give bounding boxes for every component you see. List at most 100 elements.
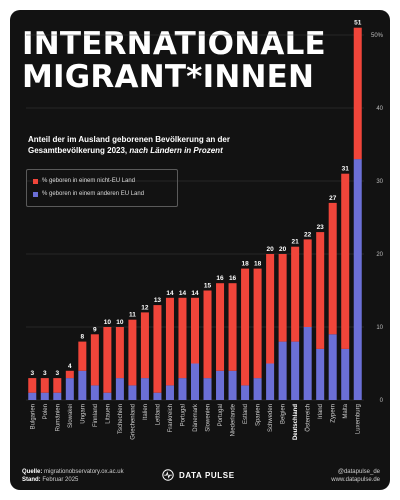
bar-non-eu-9 xyxy=(140,312,149,379)
bar-eu-10 xyxy=(153,392,162,400)
category-label-9: Italien xyxy=(143,404,149,420)
bar-total-label-1: 3 xyxy=(43,370,47,377)
category-label-1: Polen xyxy=(43,404,49,419)
bar-total-label-5: 9 xyxy=(93,326,97,333)
category-label-2: Rumänien xyxy=(55,404,61,431)
y-tick-label-0: 0 xyxy=(380,398,384,404)
category-label-24: Zypern xyxy=(331,404,337,423)
category-label-17: Estland xyxy=(243,404,249,424)
social-handle: @datapulse_de xyxy=(337,469,380,475)
legend-item-non-eu: % geboren in einem nicht-EU Land xyxy=(33,176,135,186)
bar-non-eu-16 xyxy=(228,283,237,371)
bar-total-label-12: 14 xyxy=(179,290,187,297)
bar-non-eu-11 xyxy=(165,297,174,386)
bar-total-label-21: 21 xyxy=(292,239,300,246)
legend: % geboren in einem nicht-EU Land % gebor… xyxy=(26,169,178,207)
subtitle-italic: nach Ländern in Prozent xyxy=(129,146,223,155)
bar-eu-19 xyxy=(266,363,275,400)
social-block: @datapulse_de www.datapulse.de xyxy=(331,468,380,484)
bar-total-label-6: 10 xyxy=(104,319,112,326)
bar-eu-1 xyxy=(40,392,49,400)
bar-eu-5 xyxy=(90,385,99,400)
page-title: INTERNATIONALE MIGRANT*INNEN xyxy=(22,28,326,94)
category-label-23: Irland xyxy=(318,404,324,419)
category-label-15: Portugal xyxy=(218,404,224,426)
bar-non-eu-4 xyxy=(78,341,87,371)
legend-item-eu: % geboren in einem anderen EU Land xyxy=(33,189,144,199)
bar-total-label-11: 14 xyxy=(166,290,174,297)
website-link[interactable]: www.datapulse.de xyxy=(331,477,380,483)
bar-eu-14 xyxy=(203,378,212,400)
bar-non-eu-7 xyxy=(115,327,124,379)
y-tick-label-50: 50% xyxy=(371,33,384,39)
bar-total-label-13: 14 xyxy=(191,290,199,297)
category-label-20: Belgien xyxy=(281,404,287,424)
category-label-0: Bulgarien xyxy=(30,404,36,429)
bar-eu-6 xyxy=(103,392,112,400)
category-label-8: Griechenland xyxy=(130,404,136,440)
bar-non-eu-19 xyxy=(266,254,275,364)
bar-eu-23 xyxy=(316,348,325,400)
bar-non-eu-14 xyxy=(203,290,212,379)
bar-total-label-10: 13 xyxy=(154,297,162,304)
date-line: Stand: Februar 2025 xyxy=(22,476,124,484)
y-tick-label-20: 20 xyxy=(376,252,383,258)
bar-non-eu-8 xyxy=(128,319,137,386)
bar-non-eu-10 xyxy=(153,305,162,393)
bar-total-label-25: 31 xyxy=(342,166,350,173)
bar-eu-13 xyxy=(190,363,200,400)
bar-total-label-18: 18 xyxy=(254,261,262,268)
footer: Quelle: migrationobservatory.ox.ac.uk St… xyxy=(10,466,390,490)
source-line: Quelle: migrationobservatory.ox.ac.uk xyxy=(22,468,124,476)
bar-eu-17 xyxy=(241,385,250,400)
y-tick-label-40: 40 xyxy=(376,106,383,112)
bar-non-eu-24 xyxy=(328,202,337,335)
category-label-10: Lettland xyxy=(155,404,161,425)
bar-total-label-24: 27 xyxy=(329,195,337,202)
category-label-3: Slowakei xyxy=(68,404,74,428)
bar-non-eu-13 xyxy=(190,297,200,364)
category-label-22: Österreich xyxy=(305,404,312,432)
bar-eu-7 xyxy=(115,378,124,400)
bar-non-eu-20 xyxy=(278,254,287,342)
title-line-2: MIGRANT*INNEN xyxy=(22,59,315,95)
title-line-1: INTERNATIONALE xyxy=(22,26,326,62)
bar-total-label-17: 18 xyxy=(241,261,249,268)
date-value: Februar 2025 xyxy=(42,477,79,483)
bar-non-eu-18 xyxy=(253,268,262,379)
bar-total-label-14: 15 xyxy=(204,283,212,290)
bar-total-label-20: 20 xyxy=(279,246,287,253)
subtitle-line-1: Anteil der im Ausland geborenen Bevölker… xyxy=(28,135,230,144)
y-tick-label-30: 30 xyxy=(376,179,383,185)
subtitle-line-2: Gesamtbevölkerung 2023, nach Ländern in … xyxy=(28,145,258,156)
bar-non-eu-21 xyxy=(291,246,300,342)
category-label-12: Portugal xyxy=(180,404,186,426)
bar-total-label-15: 16 xyxy=(216,275,224,282)
bar-non-eu-0 xyxy=(28,378,37,393)
bar-total-label-7: 10 xyxy=(116,319,124,326)
legend-label-eu: % geboren in einem anderen EU Land xyxy=(42,191,145,197)
bar-total-label-4: 8 xyxy=(81,334,85,341)
bar-non-eu-22 xyxy=(303,239,312,327)
category-label-5: Finnland xyxy=(93,404,99,427)
bar-eu-3 xyxy=(65,378,74,400)
category-label-4: Ungarn xyxy=(80,404,86,424)
category-label-6: Litauen xyxy=(105,404,111,424)
bar-total-label-9: 12 xyxy=(141,304,149,311)
bar-eu-20 xyxy=(278,341,287,400)
category-label-16: Niederlande xyxy=(231,403,237,436)
brand: DATA PULSE xyxy=(162,469,235,481)
bar-total-label-0: 3 xyxy=(30,370,34,377)
bar-non-eu-25 xyxy=(341,173,350,349)
legend-swatch-non-eu xyxy=(33,178,38,184)
bar-non-eu-15 xyxy=(216,283,225,371)
bar-total-label-2: 3 xyxy=(55,370,59,377)
bar-total-label-23: 23 xyxy=(317,224,325,231)
bar-non-eu-3 xyxy=(65,370,74,379)
category-label-19: Schweden xyxy=(268,404,274,432)
bar-eu-12 xyxy=(178,378,187,400)
subtitle-line-2-text: Gesamtbevölkerung 2023, xyxy=(28,146,128,155)
stacked-bar-chart: 0 10 20 30 40 50% 3 Bulgarien 3 Polen 3 Rumänien 4 Sl… xyxy=(26,20,384,440)
bar-total-label-8: 11 xyxy=(129,312,136,319)
category-label-13: Dänemark xyxy=(193,403,199,432)
